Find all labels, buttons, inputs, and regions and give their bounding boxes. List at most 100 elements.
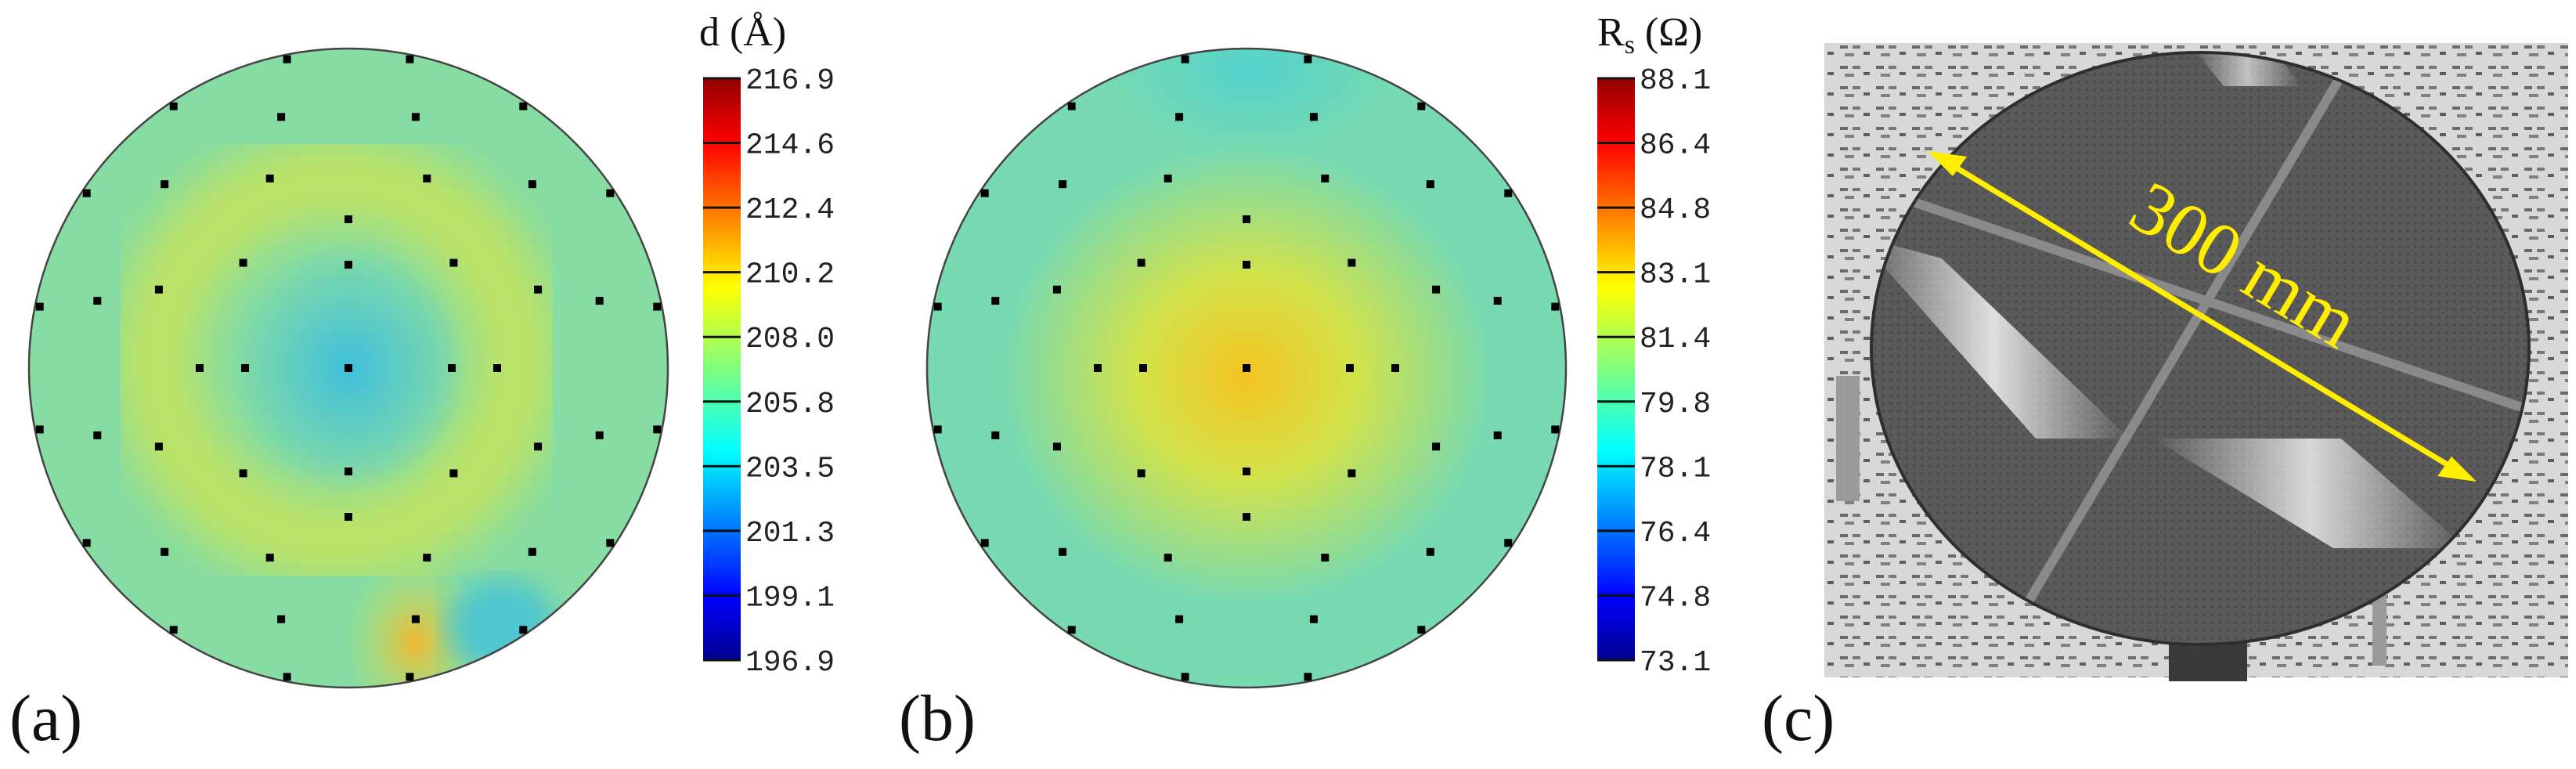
colorbar-tick-label: 73.1 [1640, 646, 1711, 680]
measurement-point [1067, 102, 1076, 110]
panel-a: d (Å) 216.9 214.6 212.4 210.2 208.0 205.8 203.… [9, 10, 835, 755]
measurement-point [1164, 174, 1172, 182]
measurement-point [1181, 673, 1189, 681]
measurement-point [35, 302, 44, 311]
colorbar-tick-label: 205.8 [745, 388, 835, 421]
colorbar-tick-label: 84.8 [1640, 193, 1711, 227]
wafer-map-a-edge-low [446, 579, 556, 673]
measurement-point [82, 189, 91, 197]
measurement-point [1052, 442, 1061, 451]
measurement-point [196, 364, 204, 372]
measurement-point [93, 431, 102, 439]
colorbar-tick-label: 216.9 [745, 64, 835, 98]
measurement-point [35, 425, 44, 434]
colorbar-tick-label: 199.1 [745, 581, 835, 615]
measurement-point [1504, 189, 1513, 197]
measurement-point [239, 469, 247, 478]
colorbar-b-ticks: 88.1 86.4 84.8 83.1 81.4 79.8 78.1 76.4 74.8 73.1 [1597, 64, 1711, 680]
colorbar-a-gradient [703, 78, 741, 660]
colorbar-tick-label: 83.1 [1640, 258, 1711, 292]
measurement-point [265, 554, 274, 562]
measurement-point [239, 258, 247, 267]
measurement-point [411, 113, 420, 121]
measurement-point [493, 364, 501, 372]
measurement-point [1094, 364, 1102, 372]
wafer-map-a [29, 49, 668, 688]
measurement-point [345, 468, 352, 475]
measurement-point [154, 285, 163, 294]
measurement-point [241, 364, 249, 372]
measurement-point [1059, 180, 1067, 189]
measurement-point [519, 626, 528, 634]
colorbar-tick-label: 210.2 [745, 258, 835, 292]
panel-label-c: (c) [1762, 682, 1835, 755]
wafer-map-a-outline [27, 47, 669, 689]
measurement-point [1067, 626, 1076, 634]
measurement-point [528, 180, 536, 189]
wafer-map-b-center-high [1004, 149, 1489, 603]
colorbar-b-title-sub: s [1625, 31, 1635, 60]
wafer-rim [1870, 51, 2531, 646]
measurement-point [1493, 297, 1502, 305]
dimension-arrow-head-end [2437, 457, 2477, 482]
colorbar-tick-label: 203.5 [745, 452, 835, 486]
colorbar-tick-label: 79.8 [1640, 388, 1711, 421]
colorbar-b: Rs (Ω) 88.1 86.4 84.8 83.1 81.4 79.8 78.1 76.4 7… [1597, 10, 1711, 680]
wafer-photo [1824, 43, 2568, 681]
measurement-point [169, 626, 178, 634]
measurement-point [1504, 539, 1513, 547]
measurement-point [265, 174, 274, 182]
measurement-point [1243, 513, 1250, 521]
measurement-point [1321, 554, 1329, 562]
measurement-point [345, 513, 352, 521]
measurement-point [519, 102, 528, 110]
measurement-point [154, 442, 163, 451]
measurement-point [93, 297, 102, 305]
measurement-point [606, 539, 615, 547]
measurement-point [1181, 55, 1189, 63]
measurement-point [1304, 55, 1312, 63]
measurement-point [283, 55, 291, 63]
wafer-seam-2 [2000, 60, 2354, 644]
measurement-point [595, 431, 604, 439]
measurement-point [1309, 113, 1318, 121]
measurement-point [1175, 113, 1184, 121]
measurement-point [1164, 554, 1172, 562]
measurement-points-b [933, 55, 1560, 681]
panel-label-a: (a) [9, 682, 82, 755]
measurement-point [1391, 364, 1399, 372]
colorbar-tick-label: 86.4 [1640, 129, 1711, 163]
photo-stand-right [2372, 579, 2387, 666]
measurement-point [82, 539, 91, 547]
wafer-map-a-ring [114, 137, 560, 583]
measurement-point [449, 469, 458, 478]
measurement-point [1417, 102, 1426, 110]
colorbar-b-title-unit: (Ω) [1635, 10, 1702, 55]
measurement-point [345, 215, 352, 223]
measurement-point [933, 302, 942, 311]
measurement-point [449, 258, 458, 267]
measurement-point [1243, 215, 1250, 223]
wafer-glare-2 [2153, 439, 2466, 548]
measurement-point [161, 547, 169, 556]
measurement-point [1309, 615, 1318, 623]
measurement-point [161, 180, 169, 189]
measurement-point [991, 297, 1000, 305]
panel-label-b: (b) [899, 682, 976, 755]
colorbar-tick-label: 208.0 [745, 323, 835, 356]
measurement-point [1551, 425, 1560, 434]
measurement-point [1137, 469, 1145, 478]
colorbar-tick-label: 201.3 [745, 517, 835, 551]
measurement-point [1321, 174, 1329, 182]
measurement-point [606, 189, 615, 197]
measurement-point [411, 615, 420, 623]
measurement-point [991, 431, 1000, 439]
colorbar-tick-label: 88.1 [1640, 64, 1711, 98]
measurement-point [423, 554, 431, 562]
measurement-point [345, 364, 352, 372]
measurement-point [534, 285, 543, 294]
measurement-point [283, 673, 291, 681]
wafer-glare-1 [1871, 235, 2130, 439]
measurement-point [1137, 258, 1145, 267]
measurement-point [1059, 547, 1067, 556]
